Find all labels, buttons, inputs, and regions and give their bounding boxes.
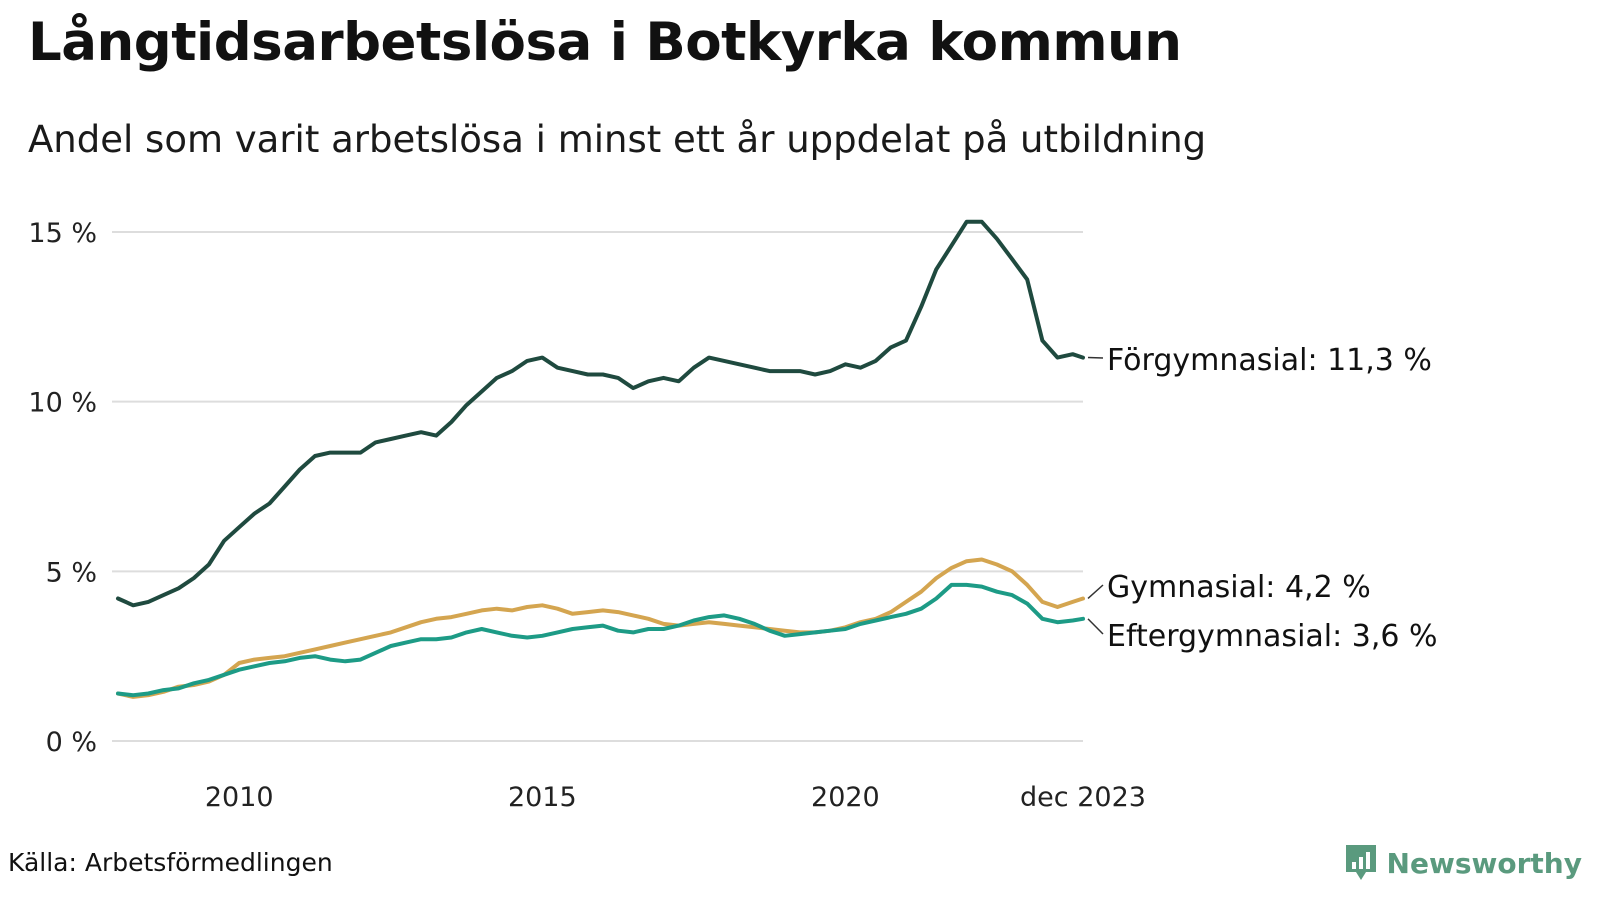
series-line-eftergymnasial: [116, 582, 1085, 698]
end-label-eftergymnasial: Eftergymnasial: 3,6 %: [1107, 619, 1438, 654]
leader-line-eftergymnasial: [1087, 618, 1104, 635]
chart-title: Långtidsarbetslösa i Botkyrka kommun: [28, 12, 1182, 73]
y-axis-ticks: 0 % 5 % 10 % 15 %: [28, 218, 97, 758]
chart-subtitle: Andel som varit arbetslösa i minst ett å…: [28, 118, 1207, 161]
series-line-förgymnasial: [116, 219, 1085, 608]
y-tick-label: 15 %: [28, 218, 97, 249]
series-line-gymnasial: [116, 557, 1085, 699]
newsworthy-logo-icon: [1345, 845, 1376, 880]
source-note: Källa: Arbetsförmedlingen: [8, 848, 333, 877]
x-tick-label: 2015: [508, 782, 577, 813]
end-label-förgymnasial: Förgymnasial: 11,3 %: [1107, 343, 1432, 378]
y-tick-label: 10 %: [28, 388, 97, 419]
x-tick-label: 2020: [811, 782, 880, 813]
leader-line-gymnasial: [1087, 584, 1104, 600]
y-tick-label: 0 %: [46, 727, 97, 758]
x-axis-ticks: 2010 2015 2020 dec 2023: [205, 782, 1146, 813]
gridlines: [112, 231, 1083, 742]
y-tick-label: 5 %: [46, 557, 97, 588]
brand-logo: Newsworthy: [1343, 843, 1582, 883]
x-tick-label: 2010: [205, 782, 274, 813]
brand-name: Newsworthy: [1386, 846, 1582, 880]
series-lines: [116, 219, 1085, 699]
series-end-labels: Förgymnasial: 11,3 % Gymnasial: 4,2 % Efte…: [1087, 343, 1438, 654]
x-tick-label: dec 2023: [1020, 782, 1146, 813]
end-label-gymnasial: Gymnasial: 4,2 %: [1107, 570, 1371, 605]
